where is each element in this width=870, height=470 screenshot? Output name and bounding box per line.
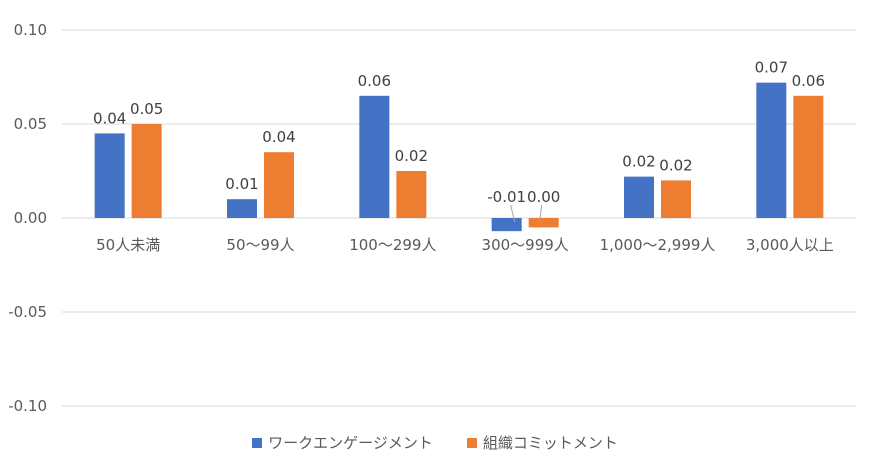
data-label-s1-5: 0.02 — [622, 153, 655, 171]
legend-item-series-2: 組織コミットメント — [466, 432, 618, 453]
data-label-s1-3: 0.06 — [358, 72, 391, 90]
data-labels: 0.040.050.010.040.060.02-0.01 0.000.02 0.0… — [93, 59, 825, 223]
category-label-4: 300〜999人 — [482, 236, 569, 254]
bar-s2-5 — [661, 180, 691, 218]
legend-label-series-2: 組織コミットメント — [482, 434, 618, 452]
bar-s1-4 — [491, 218, 522, 232]
bar-s1-1 — [94, 133, 125, 218]
legend-swatch-series-1 — [252, 437, 263, 448]
bar-s2-6 — [793, 95, 824, 218]
bar-s2-4 — [528, 218, 559, 228]
legend-item-series-1: ワークエンゲージメント — [252, 432, 433, 453]
y-tick-label: -0.10 — [8, 397, 47, 415]
data-label-s2-5: 0.02 — [659, 156, 692, 174]
bar-s2-1 — [131, 124, 162, 218]
category-label-3: 100〜299人 — [349, 236, 436, 254]
data-label-s2-1: 0.05 — [130, 100, 163, 118]
category-label-5: 1,000〜2,999人 — [600, 236, 716, 254]
bar-s1-2 — [227, 199, 257, 218]
data-label-s1-1: 0.04 — [93, 109, 126, 127]
category-label-1: 50人未満 — [96, 236, 160, 254]
bar-s2-3 — [396, 171, 427, 218]
data-label-s1-6: 0.07 — [755, 59, 788, 77]
leader-line — [510, 204, 516, 223]
bar-s2-2 — [264, 152, 294, 218]
category-label-2: 50〜99人 — [226, 236, 294, 254]
y-tick-label: 0.10 — [14, 21, 47, 39]
category-label-6: 3,000人以上 — [746, 236, 834, 254]
data-label-s1-2: 0.01 — [225, 175, 258, 193]
bar-s1-6 — [756, 82, 787, 218]
data-label-s2-3: 0.02 — [395, 147, 428, 165]
data-label-s2-4: 0.00 — [527, 188, 560, 206]
y-axis-ticks: 0.10 0.05 0.00 -0.05 -0.10 — [8, 21, 47, 415]
legend-swatch-series-2 — [466, 437, 477, 448]
y-tick-label: 0.05 — [14, 115, 47, 133]
data-label-s2-6: 0.06 — [792, 72, 825, 90]
bar-s1-3 — [359, 95, 390, 218]
y-tick-label: -0.05 — [8, 303, 47, 321]
legend-label-series-1: ワークエンゲージメント — [268, 434, 433, 452]
category-labels: 50人未満 50〜99人 100〜299人 300〜999人 1,000〜2,999人 3… — [96, 236, 834, 254]
legend: ワークエンゲージメント 組織コミットメント — [0, 432, 870, 453]
leader-line — [539, 204, 543, 223]
gridlines — [62, 29, 856, 407]
data-label-s1-4: -0.01 — [487, 188, 526, 206]
data-label-s2-2: 0.04 — [262, 128, 295, 146]
bar-s1-5 — [624, 176, 654, 218]
y-tick-label: 0.00 — [14, 209, 47, 227]
bars — [94, 82, 824, 232]
